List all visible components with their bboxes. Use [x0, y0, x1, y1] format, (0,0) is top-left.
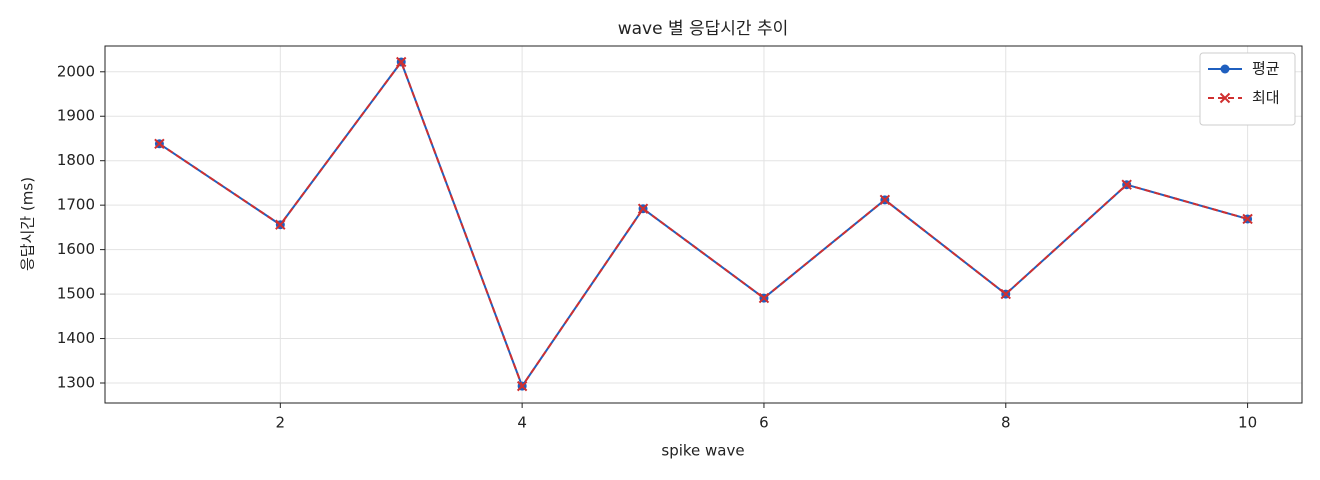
y-tick-label: 2000 — [57, 62, 95, 80]
y-tick-label: 1600 — [57, 240, 95, 258]
x-tick-label: 8 — [1001, 414, 1011, 432]
marker — [516, 380, 528, 392]
marker — [758, 292, 770, 304]
legend-label: 최대 — [1252, 89, 1280, 107]
marker — [879, 194, 891, 206]
y-tick-label: 1800 — [57, 151, 95, 169]
marker — [275, 219, 286, 230]
plot-frame — [104, 45, 1303, 404]
legend-label: 평균 — [1252, 60, 1280, 78]
y-axis-label: 응답시간 (ms) — [19, 177, 37, 271]
chart-title: wave 별 응답시간 추이 — [618, 19, 789, 39]
marker — [1000, 288, 1011, 300]
line — [158, 59, 1248, 389]
y-tick-label: 1300 — [57, 373, 95, 391]
y-tick-label: 1400 — [57, 329, 95, 347]
marker — [637, 203, 649, 214]
marker — [396, 56, 407, 68]
marker — [1121, 179, 1132, 190]
x-tick-label: 6 — [759, 414, 769, 432]
y-tick-label: 1900 — [57, 107, 95, 125]
x-tick-label: 10 — [1238, 414, 1257, 432]
x-tick-label: 4 — [517, 414, 527, 432]
y-tick-label: 1700 — [57, 196, 95, 214]
legend-marker — [1219, 92, 1231, 104]
legend-box — [1199, 52, 1296, 126]
y-tick-label: 1500 — [57, 285, 95, 303]
marker — [154, 138, 165, 150]
x-tick-label: 2 — [276, 414, 286, 432]
x-axis-label: spike wave — [661, 442, 744, 460]
legend-marker — [1220, 64, 1230, 74]
marker — [1242, 213, 1253, 225]
